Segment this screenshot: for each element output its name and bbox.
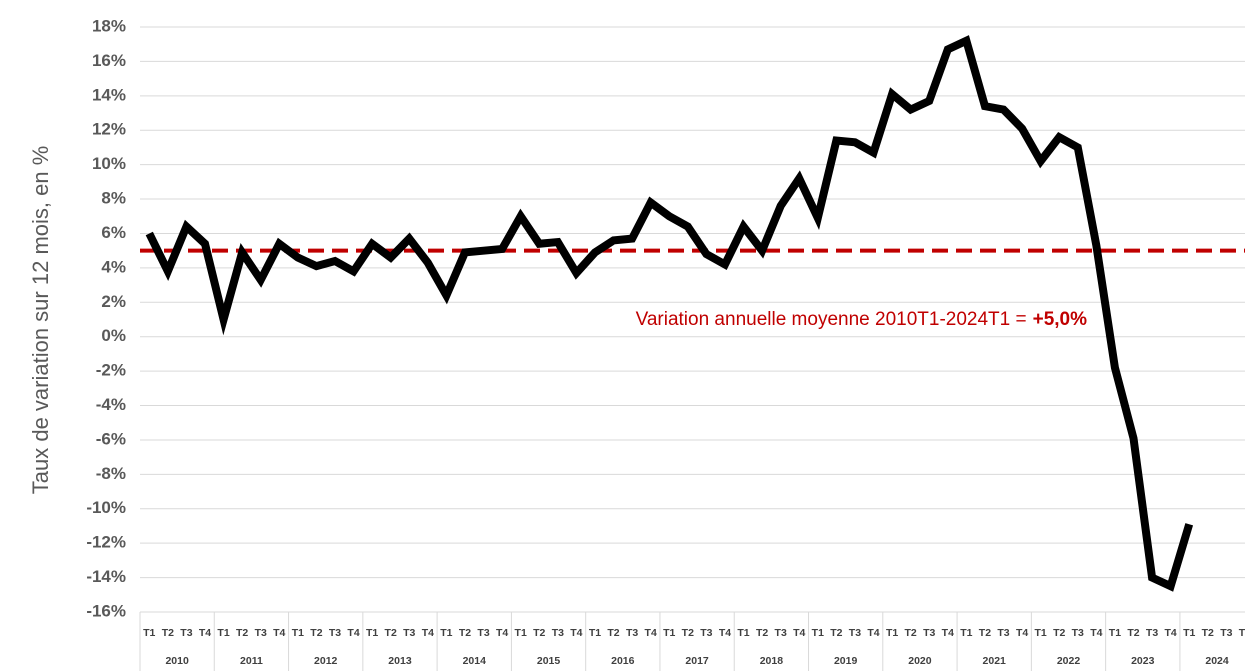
y-tick-label: -12% — [86, 533, 126, 552]
quarter-label: T1 — [1035, 627, 1047, 639]
quarter-label: T2 — [607, 627, 619, 639]
quarter-label: T2 — [979, 627, 991, 639]
quarter-label: T4 — [1239, 627, 1245, 639]
year-label: 2011 — [240, 655, 263, 667]
y-tick-label: -8% — [96, 464, 126, 483]
quarter-label: T4 — [496, 627, 508, 639]
quarter-label: T4 — [942, 627, 954, 639]
year-label: 2024 — [1205, 655, 1229, 667]
quarter-label: T2 — [682, 627, 694, 639]
annotation-value: +5,0% — [1033, 309, 1088, 330]
quarter-label: T2 — [533, 627, 545, 639]
quarter-label: T1 — [886, 627, 898, 639]
y-tick-label: 2% — [101, 292, 126, 311]
quarter-label: T4 — [645, 627, 657, 639]
y-tick-label: 10% — [92, 154, 126, 173]
quarter-label: T2 — [459, 627, 471, 639]
quarter-label: T1 — [292, 627, 304, 639]
y-tick-label: 4% — [101, 257, 126, 276]
quarter-label: T4 — [347, 627, 359, 639]
year-label: 2013 — [388, 655, 412, 667]
quarter-label: T2 — [236, 627, 248, 639]
quarter-label: T1 — [217, 627, 229, 639]
annotation-text: Variation annuelle moyenne 2010T1-2024T1… — [636, 309, 1027, 330]
quarter-label: T4 — [1016, 627, 1028, 639]
y-tick-label: 8% — [101, 189, 126, 208]
quarter-label: T2 — [1202, 627, 1214, 639]
y-tick-label: 14% — [92, 85, 126, 104]
quarter-label: T1 — [143, 627, 155, 639]
quarter-label: T4 — [719, 627, 731, 639]
quarter-label: T2 — [310, 627, 322, 639]
quarter-label: T4 — [199, 627, 211, 639]
quarter-label: T2 — [1053, 627, 1065, 639]
quarter-label: T1 — [1109, 627, 1121, 639]
y-tick-label: 18% — [92, 16, 126, 35]
quarter-label: T1 — [663, 627, 675, 639]
quarter-label: T4 — [1090, 627, 1102, 639]
quarter-label: T2 — [385, 627, 397, 639]
y-axis-label: Taux de variation sur 12 mois, en % — [28, 146, 53, 495]
year-label: 2020 — [908, 655, 932, 667]
quarter-label: T3 — [923, 627, 935, 639]
quarter-label: T1 — [589, 627, 601, 639]
quarter-label: T2 — [1127, 627, 1139, 639]
quarter-label: T2 — [905, 627, 917, 639]
y-tick-label: 12% — [92, 120, 126, 139]
year-label: 2019 — [834, 655, 858, 667]
quarter-label: T3 — [1072, 627, 1084, 639]
y-tick-label: 16% — [92, 51, 126, 70]
quarter-label: T3 — [997, 627, 1009, 639]
year-label: 2017 — [685, 655, 709, 667]
y-tick-label: -6% — [96, 429, 126, 448]
quarter-label: T3 — [403, 627, 415, 639]
quarter-label: T3 — [626, 627, 638, 639]
y-tick-label: -10% — [86, 498, 126, 517]
data-line — [145, 35, 1194, 592]
quarter-label: T1 — [440, 627, 452, 639]
year-label: 2023 — [1131, 655, 1155, 667]
quarter-label: T3 — [849, 627, 861, 639]
quarter-label: T3 — [255, 627, 267, 639]
quarter-label: T2 — [162, 627, 174, 639]
year-label: 2021 — [983, 655, 1007, 667]
quarter-label: T1 — [1183, 627, 1195, 639]
y-tick-label: -2% — [96, 361, 126, 380]
quarter-label: T3 — [180, 627, 192, 639]
quarter-label: T4 — [570, 627, 582, 639]
y-tick-label: 6% — [101, 223, 126, 242]
year-label: 2015 — [537, 655, 561, 667]
quarter-label: T3 — [1220, 627, 1232, 639]
quarter-label: T4 — [867, 627, 879, 639]
quarter-label: T3 — [552, 627, 564, 639]
y-tick-label: -4% — [96, 395, 126, 414]
y-tick-label: -16% — [86, 601, 126, 620]
year-label: 2014 — [463, 655, 487, 667]
y-tick-label: 0% — [101, 326, 126, 345]
year-label: 2010 — [165, 655, 189, 667]
quarter-label: T1 — [737, 627, 749, 639]
quarter-label: T4 — [422, 627, 434, 639]
quarter-label: T3 — [1146, 627, 1158, 639]
quarter-label: T1 — [812, 627, 824, 639]
year-label: 2022 — [1057, 655, 1081, 667]
quarter-label: T1 — [960, 627, 972, 639]
quarter-label: T4 — [1165, 627, 1177, 639]
quarter-label: T3 — [329, 627, 341, 639]
quarter-label: T2 — [830, 627, 842, 639]
reference-annotation: Variation annuelle moyenne 2010T1-2024T1… — [636, 309, 1088, 330]
quarter-label: T3 — [775, 627, 787, 639]
quarter-label: T4 — [273, 627, 285, 639]
year-label: 2018 — [760, 655, 784, 667]
quarter-label: T1 — [515, 627, 527, 639]
year-label: 2012 — [314, 655, 338, 667]
quarter-label: T3 — [477, 627, 489, 639]
quarter-label: T3 — [700, 627, 712, 639]
y-tick-label: -14% — [86, 567, 126, 586]
quarter-label: T1 — [366, 627, 378, 639]
year-label: 2016 — [611, 655, 635, 667]
quarter-label: T4 — [793, 627, 805, 639]
quarter-label: T2 — [756, 627, 768, 639]
